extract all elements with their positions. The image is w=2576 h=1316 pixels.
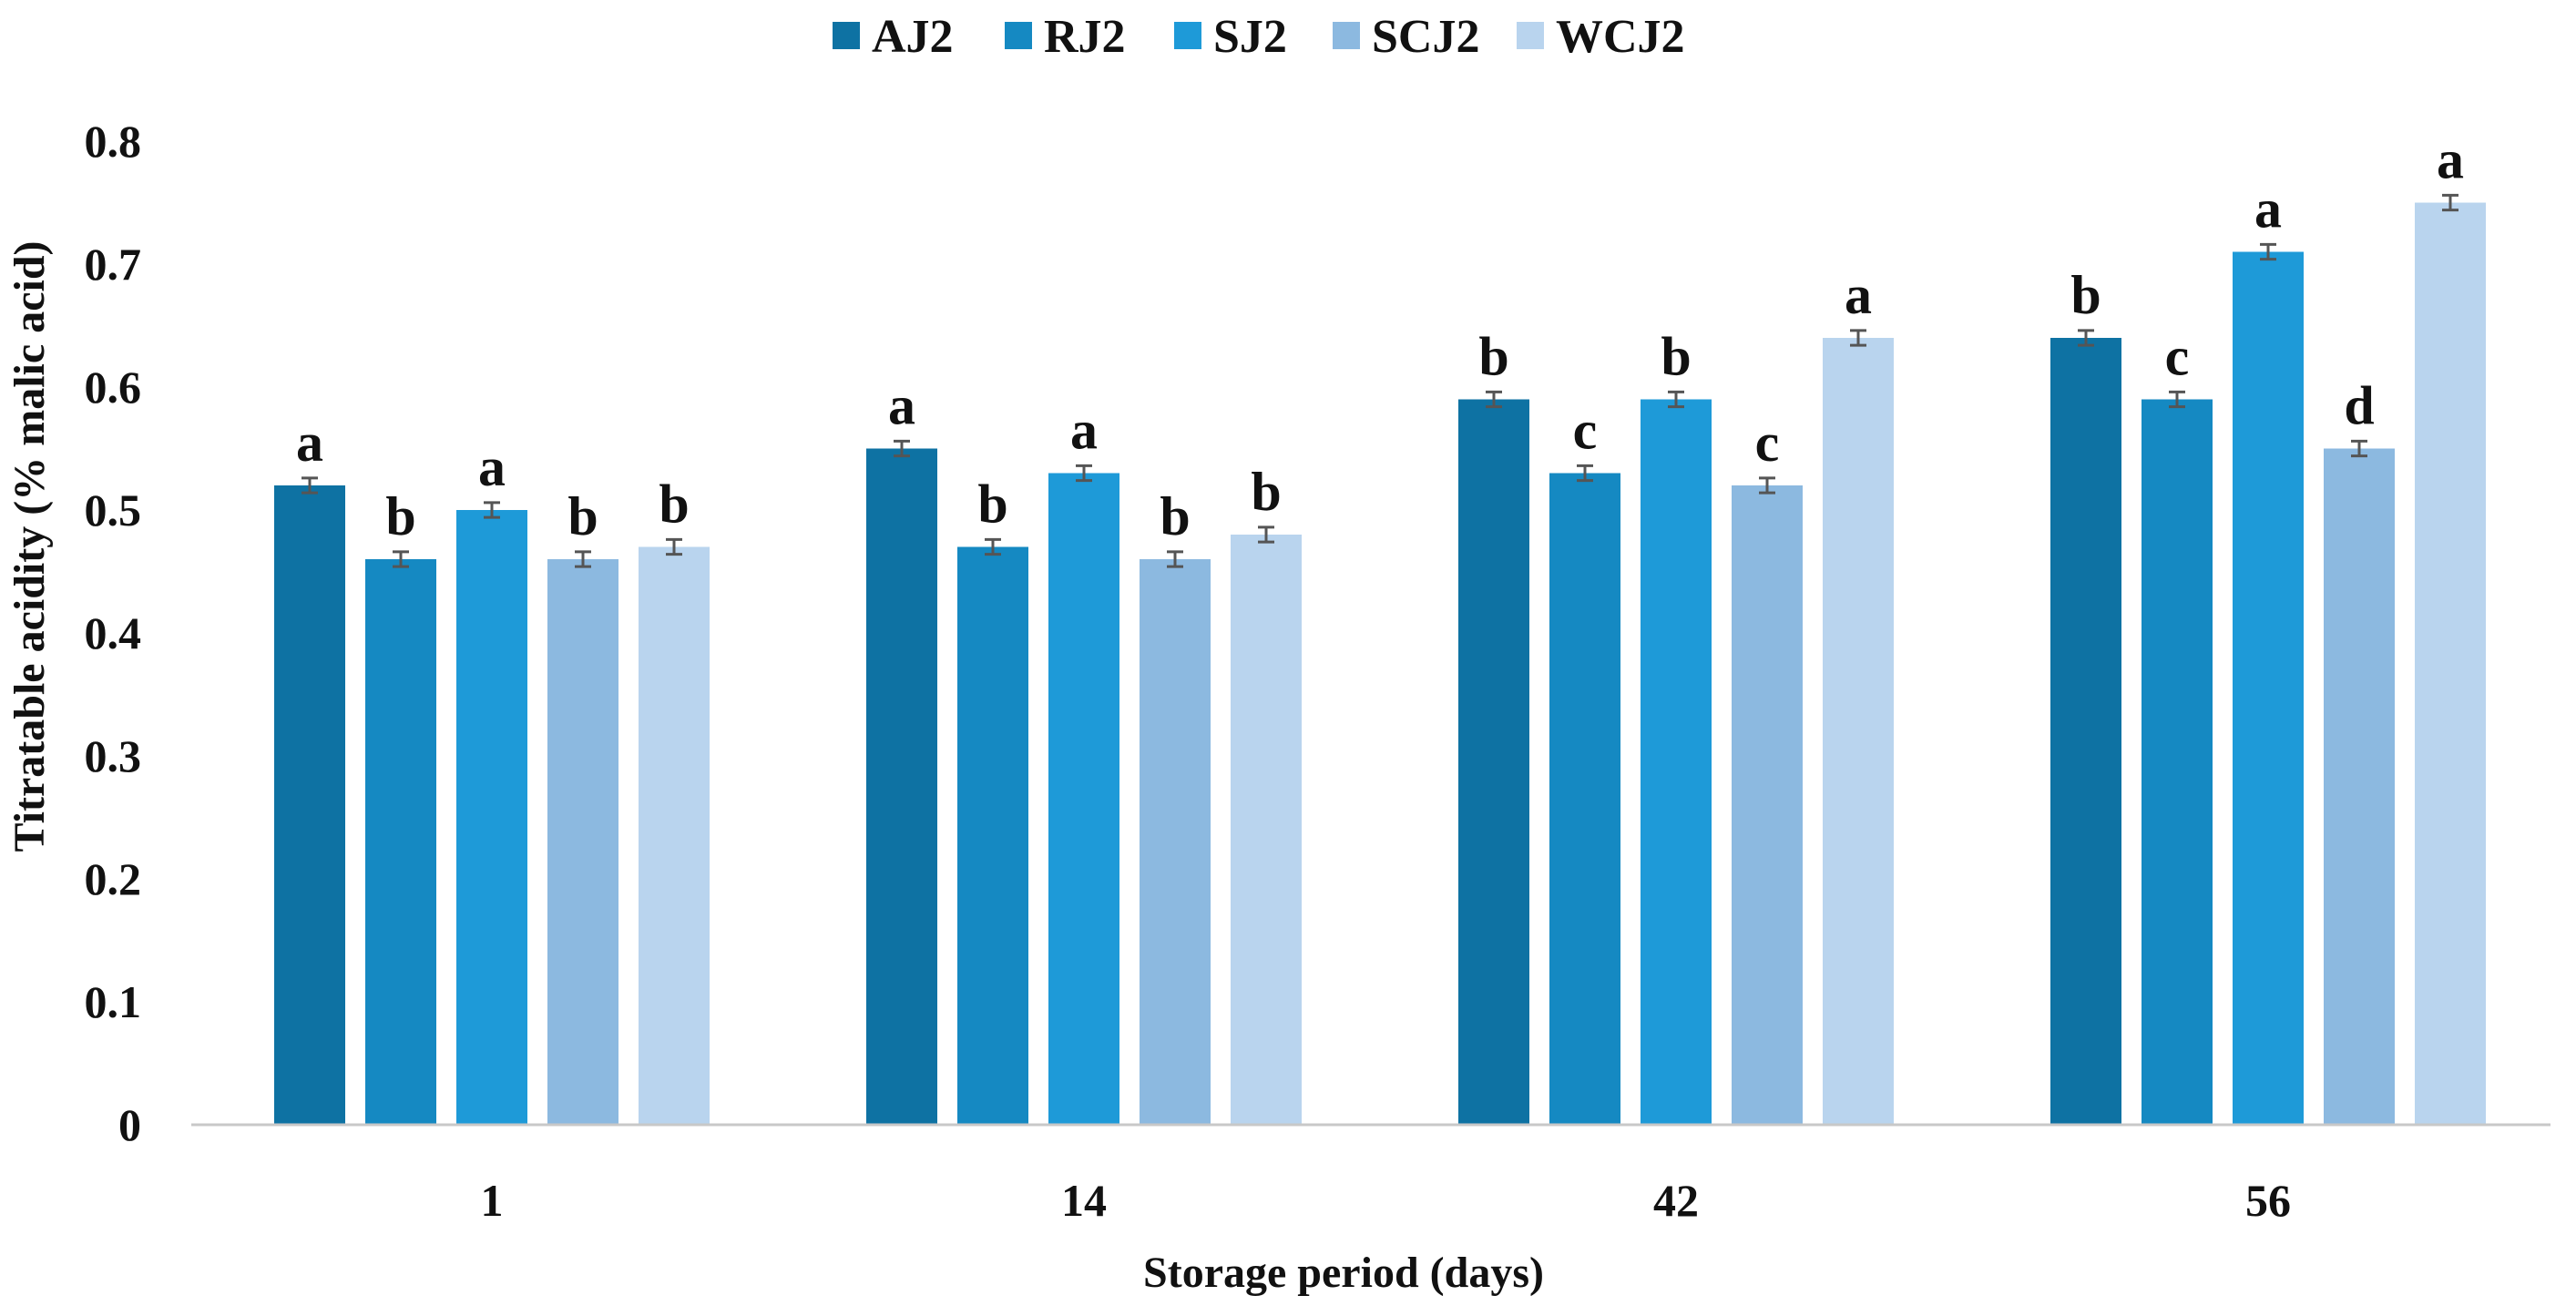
significance-letter: b (2070, 265, 2101, 325)
legend-label: RJ2 (1044, 11, 1126, 63)
bar (2142, 399, 2213, 1125)
y-tick-label: 0.2 (85, 853, 142, 904)
significance-letter: a (1845, 265, 1872, 325)
bar (1458, 399, 1529, 1125)
bar (2233, 251, 2304, 1125)
x-axis: 1 14 42 56 (191, 1123, 2550, 1226)
significance-letter: a (2254, 179, 2282, 240)
bar (1549, 473, 1620, 1125)
bar (274, 485, 345, 1125)
bar (2050, 338, 2121, 1125)
significance-letter: b (567, 486, 598, 546)
legend-label: WCJ2 (1556, 11, 1685, 63)
significance-letter: d (2344, 376, 2374, 436)
bar (957, 546, 1028, 1125)
significance-letter: a (1070, 401, 1098, 461)
x-tick-label: 1 (481, 1175, 504, 1226)
bar (547, 559, 618, 1125)
y-tick-label: 0.6 (85, 362, 142, 413)
y-tick-label: 0.8 (85, 116, 142, 167)
significance-letter: b (1478, 327, 1508, 387)
legend-swatch (1517, 22, 1544, 49)
y-axis-title: Titratable acidity (% malic acid) (5, 240, 54, 852)
bar (1641, 399, 1712, 1125)
significance-letter: b (659, 474, 689, 535)
x-tick-label: 14 (1061, 1175, 1107, 1226)
y-tick-label: 0.3 (85, 730, 142, 781)
bar (639, 546, 710, 1125)
legend-swatch (1333, 22, 1360, 49)
significance-letter: b (977, 474, 1007, 535)
significance-letter: b (1251, 462, 1281, 522)
significance-letter: b (385, 486, 415, 546)
significance-letter: b (1160, 486, 1190, 546)
bar (2415, 202, 2486, 1125)
legend-label: AJ2 (872, 11, 954, 63)
bar (1732, 485, 1803, 1125)
significance-letter: b (1661, 327, 1691, 387)
significance-letter: c (1755, 413, 1780, 473)
significance-letter: a (478, 437, 506, 497)
legend: AJ2 RJ2 SJ2 SCJ2 WCJ2 (833, 11, 1685, 63)
y-axis: 0 0.1 0.2 0.3 0.4 0.5 0.6 0.7 0.8 (85, 116, 142, 1150)
significance-letter: a (2437, 130, 2464, 190)
bars: a a b b b b c c a a b a b b c d b b a a (274, 130, 2486, 1125)
bar (456, 510, 527, 1125)
x-tick-label: 56 (2245, 1175, 2291, 1226)
bar (1231, 535, 1302, 1125)
legend-label: SCJ2 (1372, 11, 1479, 63)
legend-label: SJ2 (1213, 11, 1287, 63)
bar (1823, 338, 1894, 1125)
bar (1048, 473, 1119, 1125)
legend-swatch (833, 22, 860, 49)
significance-letter: c (1573, 401, 1598, 461)
y-tick-label: 0.7 (85, 239, 142, 290)
y-tick-label: 0.4 (85, 607, 142, 658)
x-axis-title: Storage period (days) (1143, 1249, 1544, 1297)
x-tick-label: 42 (1653, 1175, 1699, 1226)
y-tick-label: 0 (118, 1099, 141, 1150)
bar (866, 448, 937, 1125)
legend-swatch (1005, 22, 1032, 49)
significance-letter: c (2165, 327, 2190, 387)
significance-letter: a (296, 413, 323, 473)
bar (365, 559, 436, 1125)
significance-letter: a (888, 376, 915, 436)
bar (1140, 559, 1211, 1125)
bar (2324, 448, 2395, 1125)
y-tick-label: 0.5 (85, 485, 142, 536)
y-tick-label: 0.1 (85, 976, 142, 1027)
legend-swatch (1174, 22, 1201, 49)
